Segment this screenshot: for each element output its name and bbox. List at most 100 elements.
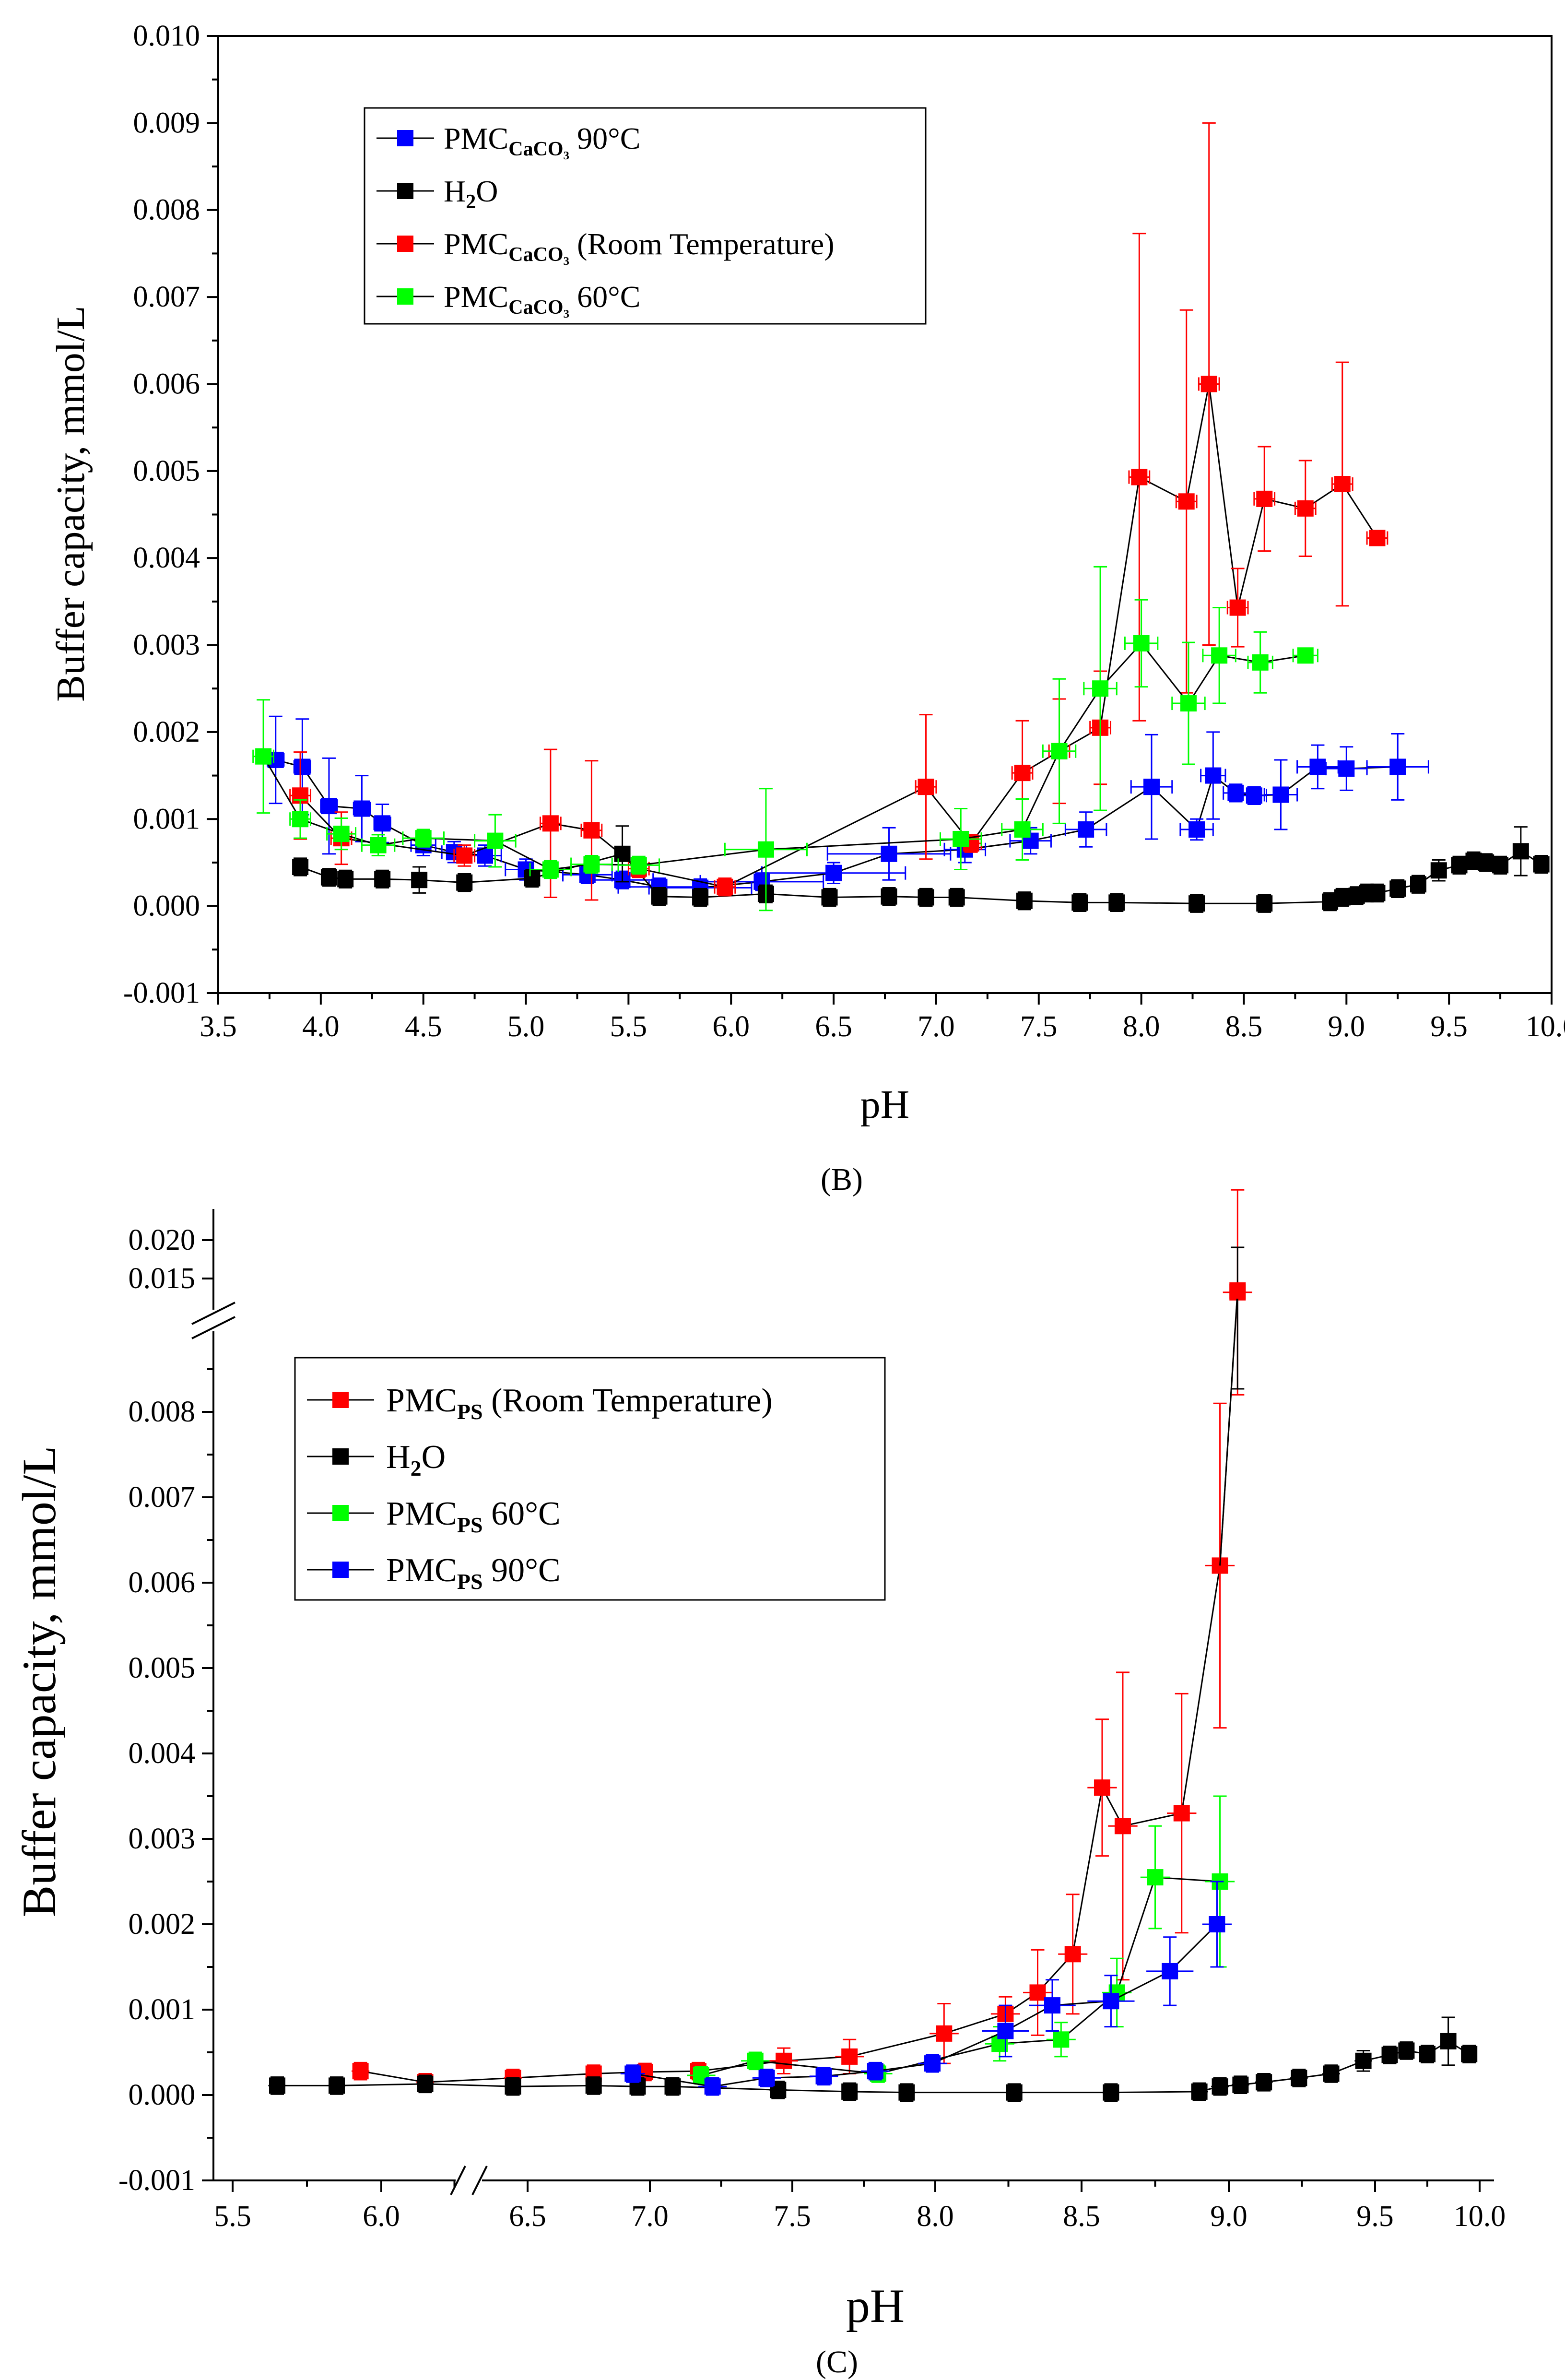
data-point xyxy=(717,878,733,895)
data-point xyxy=(1334,889,1351,906)
data-point xyxy=(651,888,668,905)
y-tick-label: 0.004 xyxy=(129,1737,196,1770)
y-tick-label: 0.010 xyxy=(133,20,200,52)
data-point xyxy=(1334,476,1351,493)
x-tick-label: 6.5 xyxy=(815,1010,852,1043)
data-point xyxy=(704,2078,721,2095)
data-point xyxy=(583,856,600,873)
data-point xyxy=(411,872,428,888)
x-break-mark xyxy=(450,2166,466,2195)
y-tick-label: 0.003 xyxy=(129,1823,196,1855)
data-point xyxy=(1297,647,1314,664)
data-point xyxy=(1256,895,1273,912)
legend-subscript: PS xyxy=(457,1399,483,1424)
data-point xyxy=(1200,376,1217,392)
data-point xyxy=(948,889,965,906)
data-point xyxy=(1188,821,1205,838)
y-tick-label: 0.006 xyxy=(133,367,200,400)
data-point xyxy=(1029,1984,1046,2001)
data-point xyxy=(936,2025,953,2042)
data-point xyxy=(1053,2031,1070,2048)
data-point xyxy=(1133,635,1150,651)
data-point xyxy=(1006,2084,1023,2101)
legend-suffix: O xyxy=(476,174,498,208)
x-tick-label: 10.0 xyxy=(1526,1010,1565,1043)
y-tick-label: 0.020 xyxy=(129,1224,196,1256)
data-point xyxy=(1051,743,1068,759)
x-tick-label: 9.5 xyxy=(1356,2200,1394,2233)
data-point xyxy=(1078,821,1094,838)
data-point xyxy=(841,2083,858,2100)
data-point xyxy=(924,2055,941,2072)
data-point xyxy=(1410,876,1426,893)
data-point xyxy=(1478,854,1494,871)
data-point xyxy=(1071,894,1088,911)
x-tick-label: 7.0 xyxy=(631,2200,669,2233)
data-point xyxy=(881,845,897,862)
legend-box xyxy=(364,107,927,325)
legend-name: H xyxy=(444,174,466,208)
legend-suffix: (Room Temperature) xyxy=(569,227,834,261)
series-line xyxy=(1219,1290,1238,1566)
data-point xyxy=(1246,787,1262,804)
x-tick-label: 6.5 xyxy=(509,2200,546,2233)
x-tick-label: 7.5 xyxy=(1020,1010,1058,1043)
data-point xyxy=(333,826,350,842)
legend-marker xyxy=(397,236,413,252)
legend-suffix: (Room Temperature) xyxy=(483,1382,773,1419)
data-point xyxy=(1492,857,1509,874)
data-point xyxy=(292,811,309,828)
y-tick-label: -0.001 xyxy=(123,977,200,1009)
data-point xyxy=(1338,760,1355,777)
x-tick-label: 4.0 xyxy=(302,1010,340,1043)
data-point xyxy=(1512,843,1529,860)
data-point xyxy=(821,889,838,906)
legend-marker xyxy=(332,1448,349,1465)
data-point xyxy=(352,2063,369,2080)
legend-subscript: 2 xyxy=(466,191,476,213)
data-point xyxy=(692,889,709,906)
data-point xyxy=(1143,779,1160,795)
chart-panel-c: 5.5 6.0 6.5 7.0 7.5 8.0 8.5 9.0 9.5 10.0 -0.001 0.0… xyxy=(12,1189,1506,2380)
legend-label: PMCCaCO₃ 90°C xyxy=(444,121,640,160)
data-point xyxy=(353,800,370,817)
legend-marker xyxy=(397,130,413,146)
y-tick-label: 0.015 xyxy=(129,1262,196,1295)
x-tick-label: 6.0 xyxy=(712,1010,750,1043)
data-point xyxy=(542,815,559,832)
data-point xyxy=(1178,493,1195,510)
data-point xyxy=(1209,1916,1225,1932)
chart-c-panel-label: (C) xyxy=(816,2344,858,2380)
data-point xyxy=(1355,2052,1372,2069)
x-tick-label: 5.5 xyxy=(214,2200,251,2233)
data-point xyxy=(881,888,897,905)
data-point xyxy=(370,837,387,853)
y-tick-label: 0.000 xyxy=(133,890,200,923)
data-point xyxy=(1369,885,1386,901)
chart-b-panel-label: (B) xyxy=(821,1162,863,1197)
legend-name: PMC xyxy=(444,227,508,261)
data-point xyxy=(1430,862,1447,879)
legend-suffix: 90°C xyxy=(483,1552,561,1589)
series-b-3 xyxy=(252,566,1318,912)
x-tick-label: 7.5 xyxy=(774,2200,811,2233)
data-point xyxy=(1147,1869,1164,1886)
y-tick-label: 0.009 xyxy=(133,107,200,139)
chart-c-x-axis-label: pH xyxy=(846,2279,905,2333)
x-tick-label: 6.0 xyxy=(363,2200,400,2233)
data-point xyxy=(1180,695,1197,712)
x-tick-label: 7.0 xyxy=(918,1010,955,1043)
legend-label: PMCCaCO₃ (Room Temperature) xyxy=(444,227,835,266)
data-point xyxy=(374,815,391,832)
y-tick-label: 0.004 xyxy=(133,542,200,574)
legend-label: H2O xyxy=(386,1439,446,1480)
x-tick-label: 8.5 xyxy=(1225,1010,1263,1043)
x-tick-label: 9.5 xyxy=(1430,1010,1468,1043)
y-tick-label: 0.005 xyxy=(133,455,200,487)
chart-b-x-axis-label: pH xyxy=(860,1082,910,1127)
legend-label: PMCPS (Room Temperature) xyxy=(386,1382,773,1424)
data-point xyxy=(898,2084,915,2101)
data-point xyxy=(1533,856,1550,873)
